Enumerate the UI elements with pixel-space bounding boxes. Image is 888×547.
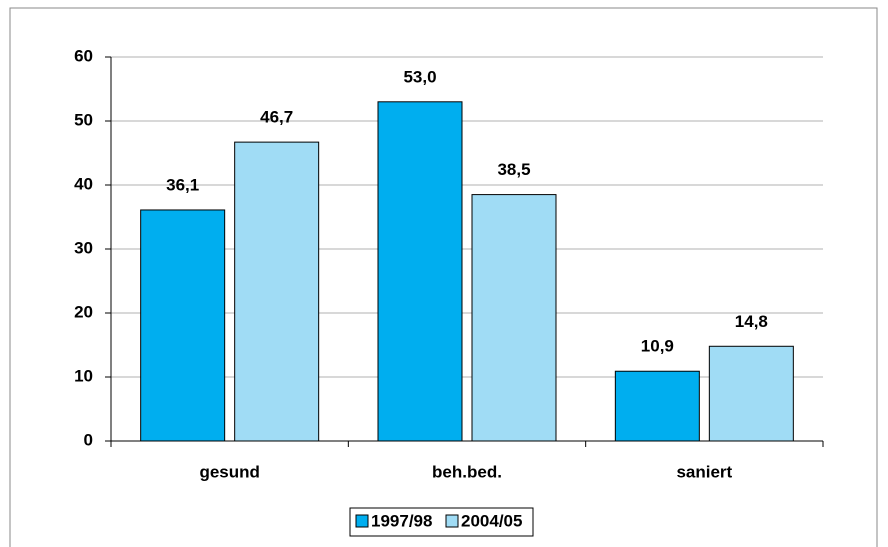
- legend-swatch: [445, 514, 459, 528]
- bar: [471, 194, 557, 442]
- y-tick-label: 20: [74, 302, 93, 321]
- y-tick-label: 10: [74, 366, 93, 385]
- bar: [140, 209, 226, 442]
- bar: [234, 141, 320, 442]
- value-label: 10,9: [641, 337, 674, 356]
- value-label: 14,8: [735, 312, 768, 331]
- y-tick-label: 40: [74, 174, 93, 193]
- bar: [614, 370, 700, 442]
- legend-box: [349, 507, 534, 537]
- y-tick-label: 50: [74, 110, 93, 129]
- x-tick-label: gesund: [199, 462, 259, 481]
- value-label: 36,1: [166, 175, 199, 194]
- value-label: 38,5: [497, 160, 530, 179]
- y-tick-label: 30: [74, 238, 93, 257]
- x-tick-label: beh.bed.: [432, 462, 502, 481]
- legend-label: 2004/05: [461, 511, 522, 530]
- legend-swatch: [355, 514, 369, 528]
- bar: [708, 345, 794, 442]
- y-tick-label: 0: [84, 430, 93, 449]
- legend-label: 1997/98: [371, 511, 432, 530]
- value-label: 46,7: [260, 108, 293, 127]
- bar: [377, 101, 463, 442]
- y-tick-label: 60: [74, 46, 93, 65]
- x-tick-label: saniert: [676, 462, 732, 481]
- value-label: 53,0: [403, 67, 436, 86]
